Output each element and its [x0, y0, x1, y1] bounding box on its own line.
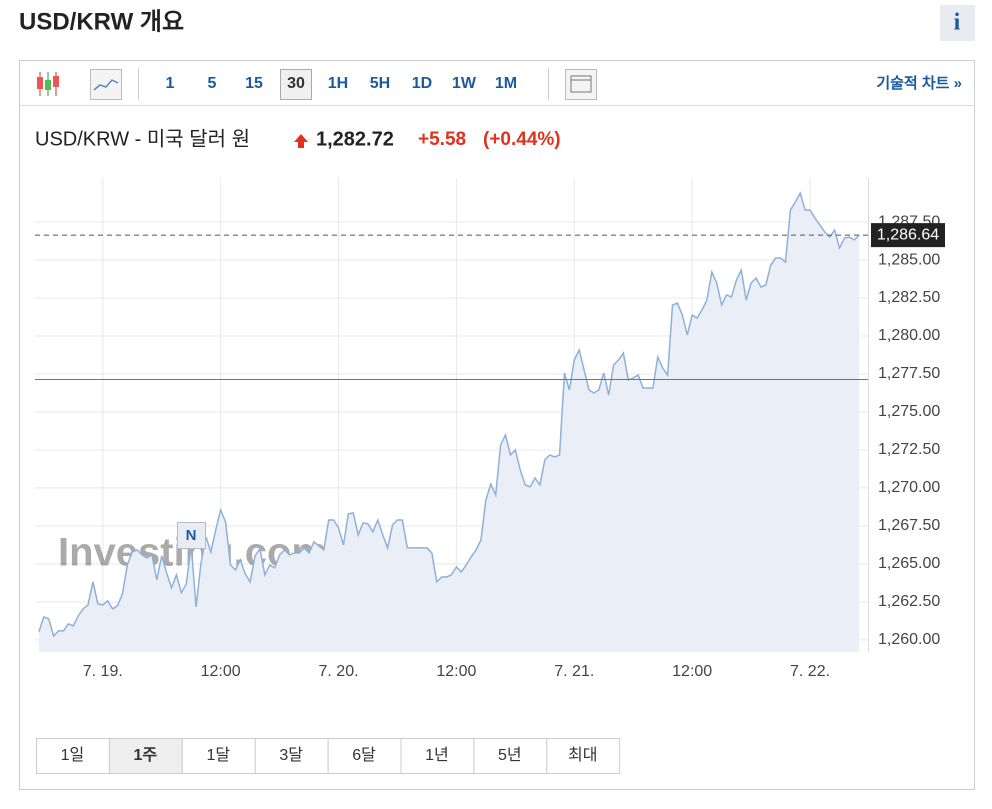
technical-chart-link[interactable]: 기술적 차트 »: [876, 74, 962, 92]
x-tick-label: 7. 21.: [554, 663, 594, 680]
x-tick-label: 7. 22.: [790, 663, 830, 680]
range-button-bg[interactable]: [254, 738, 329, 774]
range-button[interactable]: 1년: [425, 746, 449, 764]
price: 1,282.72: [316, 128, 394, 150]
table-icon-frame: [570, 75, 592, 93]
y-tick-label: 1,262.50: [878, 593, 940, 610]
range-button-bg[interactable]: [546, 738, 621, 774]
y-tick-label: 1,260.00: [878, 631, 940, 648]
interval-button[interactable]: 1H: [328, 75, 348, 92]
interval-button[interactable]: 1D: [412, 75, 432, 92]
range-button[interactable]: 1달: [206, 746, 230, 764]
interval-button[interactable]: 1: [166, 75, 175, 92]
price-line: [38, 191, 860, 638]
y-tick-label: 1,275.00: [878, 403, 940, 420]
range-button[interactable]: 최대: [568, 746, 597, 764]
range-button-bg[interactable]: [473, 738, 548, 774]
y-tick-label: 1,282.50: [878, 289, 940, 306]
y-tick-label: 1,265.00: [878, 555, 940, 572]
range-button-bg[interactable]: [327, 738, 402, 774]
info-button[interactable]: i: [954, 10, 961, 36]
interval-button[interactable]: 15: [245, 75, 263, 92]
x-tick-label: 7. 19.: [83, 663, 123, 680]
event-marker-bg[interactable]: [177, 522, 206, 549]
range-button[interactable]: 1일: [61, 746, 85, 764]
y-tick-label: 1,285.00: [878, 251, 940, 268]
y-tick-label: 1,277.50: [878, 365, 940, 382]
change-percent: (+0.44%): [483, 129, 561, 150]
range-button[interactable]: 6달: [352, 746, 376, 764]
y-tick-label: 1,270.00: [878, 479, 940, 496]
line-icon: [93, 79, 119, 91]
x-tick-label: 12:00: [436, 663, 476, 680]
table-icon[interactable]: [565, 69, 597, 100]
range-button[interactable]: 3달: [279, 746, 303, 764]
interval-button[interactable]: 1M: [495, 75, 517, 92]
page-title: USD/KRW 개요: [19, 8, 184, 35]
instrument-name: USD/KRW - 미국 달러 원: [35, 127, 250, 150]
area-fill: [38, 193, 860, 653]
candle-icon[interactable]: [37, 72, 59, 96]
range-button-bg[interactable]: [400, 738, 475, 774]
x-tick-label: 12:00: [201, 663, 241, 680]
y-tick-label: 1,280.00: [878, 327, 940, 344]
interval-active-bg[interactable]: [280, 69, 312, 100]
x-tick-label: 7. 20.: [319, 663, 359, 680]
y-tick-label: 1,272.50: [878, 441, 940, 458]
event-marker[interactable]: N: [186, 527, 197, 544]
line-icon-bg[interactable]: [90, 69, 122, 100]
interval-button[interactable]: 5H: [370, 75, 390, 92]
up-arrow: [294, 134, 308, 148]
last-price-box: [871, 223, 945, 248]
change: +5.58: [418, 129, 466, 150]
y-tick-label: 1,267.50: [878, 517, 940, 534]
range-button-bg[interactable]: [108, 738, 183, 774]
info-button-bg[interactable]: [940, 5, 975, 41]
interval-button[interactable]: 5: [208, 75, 217, 92]
range-button[interactable]: 5년: [498, 746, 522, 764]
last-price-label: 1,286.64: [877, 226, 939, 243]
interval-button[interactable]: 1W: [452, 75, 477, 92]
range-button[interactable]: 1주: [134, 746, 158, 764]
interval-button[interactable]: 30: [287, 75, 305, 92]
x-tick-label: 12:00: [672, 663, 712, 680]
